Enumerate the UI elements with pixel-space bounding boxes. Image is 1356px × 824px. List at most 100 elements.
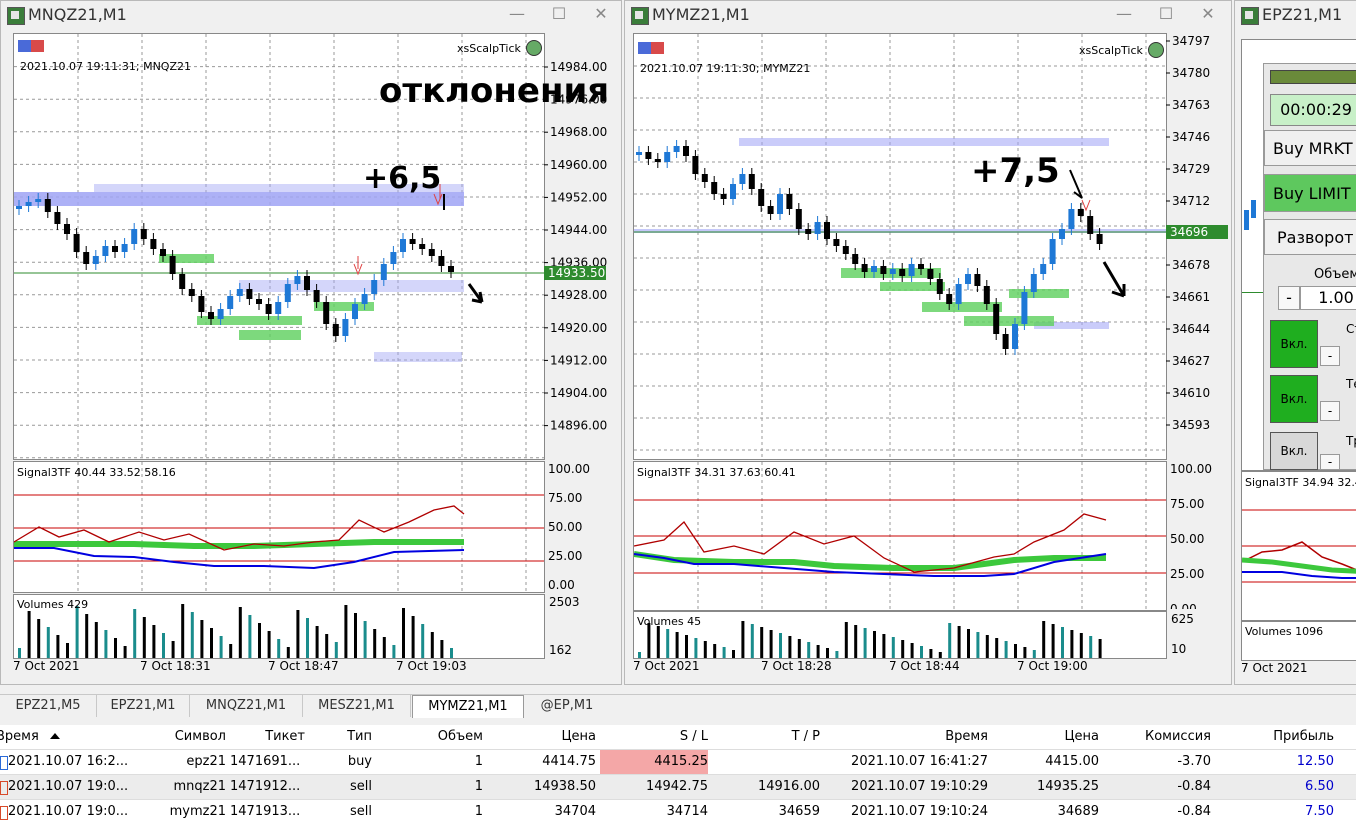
table-row[interactable]: 2021.10.07 19:0... mymz21 1471913... sell 1 3… <box>0 799 1356 824</box>
tab-epz21-m5[interactable]: EPZ21,M5 <box>0 695 97 717</box>
chart-window-mnqz21[interactable]: MNQZ21,M1 — ☐ ✕ 2021.10.07 19:11:31; MNQ… <box>0 0 622 685</box>
tab-mnqz21-m1[interactable]: MNQZ21,M1 <box>190 695 303 717</box>
column-header[interactable]: Время <box>945 729 988 744</box>
volume-minus-button[interactable]: - <box>1278 286 1300 310</box>
take-minus-button[interactable]: - <box>1320 401 1340 421</box>
volume-bar <box>750 624 754 658</box>
volume-bar <box>1098 639 1102 658</box>
candle <box>342 319 349 336</box>
volume-bar <box>656 626 660 658</box>
column-header[interactable]: Время <box>0 729 39 744</box>
candle <box>208 312 214 319</box>
trail-enable-button[interactable]: Вкл. <box>1270 432 1318 470</box>
candle <box>371 280 378 294</box>
window-titlebar[interactable]: EPZ21,M1 <box>1235 1 1356 29</box>
signal-panel[interactable]: Signal3TF 40.44 33.52 58.16 <box>13 461 545 593</box>
time-tick: 7 Oct 2021 <box>13 659 80 673</box>
signal-line-blue <box>1242 571 1356 579</box>
price-chart[interactable]: 2021.10.07 19:11:30; MYMZ21 xsScalpTick <box>633 33 1167 460</box>
price-tick-label: 14944.00 <box>550 223 607 237</box>
column-header[interactable]: Тип <box>347 729 372 744</box>
column-header[interactable]: Комиссия <box>1144 729 1211 744</box>
buy-limit-button[interactable]: Buy LIMIT <box>1264 174 1356 212</box>
signal-tick-label: 75.00 <box>548 491 582 505</box>
volume-bar <box>779 633 782 658</box>
current-price-label: 14933.50 <box>548 266 605 280</box>
table-cell: 7.50 <box>1305 804 1334 819</box>
reverse-button[interactable]: Разворот <box>1264 219 1356 255</box>
column-header[interactable]: Тикет <box>265 729 305 744</box>
volume-bar <box>816 645 820 658</box>
candle <box>35 199 42 202</box>
tab-ep-m1[interactable]: @EP,M1 <box>540 698 594 713</box>
take-enable-button[interactable]: Вкл. <box>1270 375 1318 423</box>
volume-panel[interactable]: Volumes 429 <box>13 594 545 659</box>
volume-bar <box>807 642 811 658</box>
volume-label: Volumes 45 <box>637 615 702 628</box>
column-header[interactable]: Символ <box>174 729 226 744</box>
column-header[interactable]: T / P <box>791 729 820 744</box>
volume-bar <box>929 649 933 658</box>
table-row[interactable]: 2021.10.07 16:2... epz21 1471691... buy 1 441… <box>0 749 1356 774</box>
tab-epz21-m1[interactable]: EPZ21,M1 <box>97 695 190 717</box>
volume-input[interactable]: 1.00 <box>1300 286 1356 310</box>
volume-bar <box>873 631 876 658</box>
column-header[interactable]: Цена <box>561 729 596 744</box>
price-chart[interactable]: 2021.10.07 19:11:31; MNQZ21 xsScalpTick <box>13 33 545 460</box>
time-tick: 7 Oct 18:44 <box>889 659 960 673</box>
candle <box>409 239 416 244</box>
volume-bar <box>56 635 60 658</box>
volume-panel[interactable]: Volumes 45 <box>633 611 1167 659</box>
close-icon[interactable]: ✕ <box>594 4 608 23</box>
table-cell: -0.84 <box>1177 779 1211 794</box>
stop-minus-button[interactable]: - <box>1320 346 1340 366</box>
sort-ascending-icon[interactable] <box>50 733 60 739</box>
table-cell: epz21 <box>186 754 226 769</box>
table-row[interactable]: 2021.10.07 19:0... mnqz21 1471912... sell 1 1… <box>0 774 1356 799</box>
candle <box>673 146 680 152</box>
volume-bar <box>901 640 905 658</box>
trail-minus-button[interactable]: - <box>1320 454 1340 470</box>
tab-mymz21-m1[interactable]: MYMZ21,M1 <box>412 695 524 718</box>
resistance-zone <box>14 192 464 206</box>
volume-bar <box>200 620 204 658</box>
column-header[interactable]: Цена <box>1064 729 1099 744</box>
candle <box>188 289 195 296</box>
candle <box>140 229 147 239</box>
volume-bar <box>37 619 41 658</box>
maximize-icon[interactable]: ☐ <box>551 4 567 23</box>
candle <box>1059 229 1065 239</box>
signal-panel[interactable]: Signal3TF 34.94 32.4 <box>1241 471 1356 621</box>
stop-enable-button[interactable]: Вкл. <box>1270 320 1318 368</box>
table-cell: 34704 <box>554 804 596 819</box>
minimize-icon[interactable]: — <box>509 4 525 23</box>
column-header[interactable]: Объем <box>437 729 483 744</box>
volume-bar <box>27 611 31 658</box>
signal-line-red <box>14 505 465 551</box>
candle <box>25 202 32 206</box>
chart-window-mymz21[interactable]: MYMZ21,M1 — ☐ ✕ 2021.10.07 19:11:30; MYM… <box>624 0 1232 685</box>
window-titlebar[interactable]: MYMZ21,M1 — ☐ ✕ <box>625 1 1231 29</box>
signal-tick-label: 100.00 <box>548 462 590 476</box>
volume-bar <box>854 625 858 658</box>
table-cell: 2021.10.07 19:0... <box>8 804 129 819</box>
candle <box>889 269 896 274</box>
column-header[interactable]: Прибыль <box>1273 729 1334 744</box>
candle <box>390 252 397 264</box>
candle <box>711 182 718 194</box>
column-header[interactable]: S / L <box>679 729 708 744</box>
maximize-icon[interactable]: ☐ <box>1158 4 1174 23</box>
volume-panel[interactable]: Volumes 1096 <box>1241 621 1356 661</box>
chart-window-epz21[interactable]: EPZ21,M1 00:00:29 Buy MRKT Buy LIMIT Раз… <box>1234 0 1356 685</box>
tab-mesz21-m1[interactable]: MESZ21,M1 <box>303 695 411 717</box>
table-cell: 1471691... <box>230 754 301 769</box>
minimize-icon[interactable]: — <box>1116 4 1132 23</box>
close-icon[interactable]: ✕ <box>1201 4 1215 23</box>
volume-axis-top: 2503 <box>549 595 580 609</box>
volume-bar <box>229 644 233 658</box>
buy-market-button[interactable]: Buy MRKT <box>1264 130 1356 166</box>
window-titlebar[interactable]: MNQZ21,M1 — ☐ ✕ <box>1 1 621 29</box>
signal-label: Signal3TF 34.94 32.4 <box>1245 476 1356 489</box>
signal-panel[interactable]: Signal3TF 34.31 37.63 60.41 <box>633 461 1167 611</box>
table-cell: 2021.10.07 16:2... <box>8 754 129 769</box>
